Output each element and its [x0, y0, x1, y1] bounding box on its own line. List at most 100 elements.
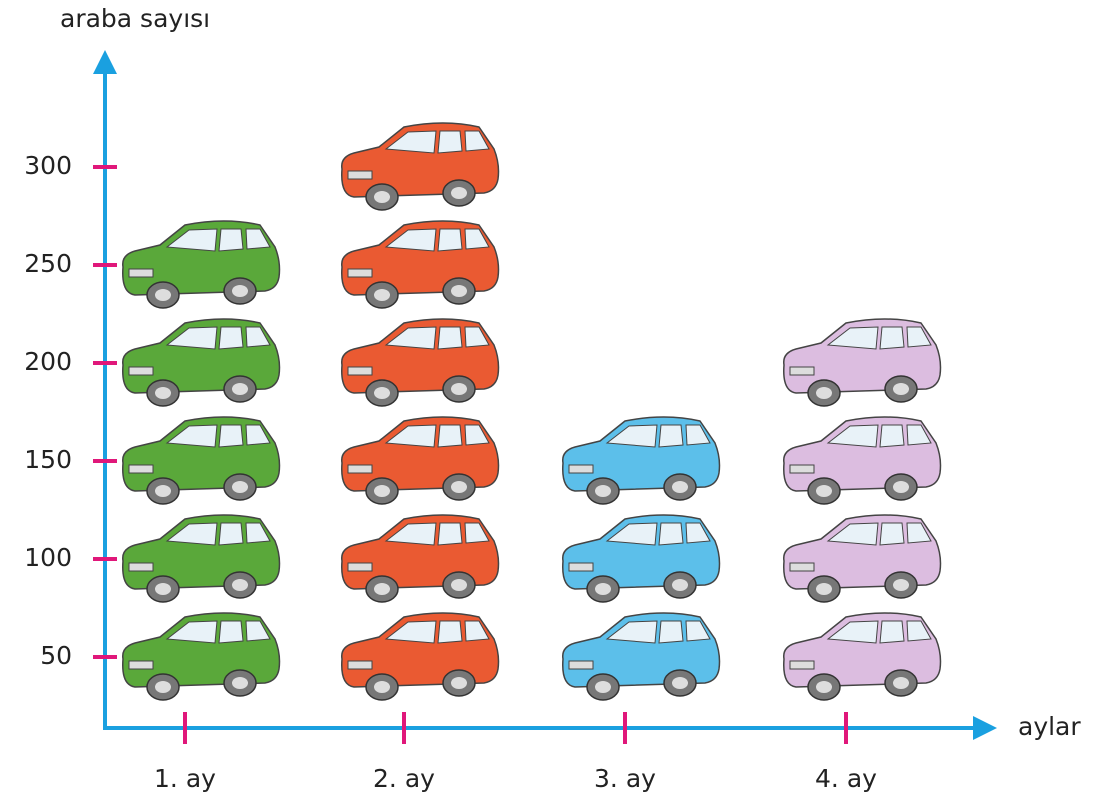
car-window: [245, 620, 271, 642]
car-window: [685, 522, 711, 544]
car: [122, 612, 281, 701]
car-window: [879, 522, 905, 546]
car-window: [437, 228, 463, 252]
car-grille: [789, 660, 815, 670]
car-window: [906, 522, 932, 544]
car-hub: [155, 387, 171, 399]
car-window: [464, 522, 490, 544]
car-hub: [155, 583, 171, 595]
x-axis-label: aylar: [1018, 712, 1081, 741]
car-grille: [347, 660, 373, 670]
car-grille: [347, 562, 373, 572]
car-grille: [347, 268, 373, 278]
car: [341, 318, 500, 407]
car-hub: [816, 485, 832, 497]
car-hub: [893, 481, 909, 493]
car-window: [165, 424, 218, 448]
car-hub: [451, 677, 467, 689]
car-window: [245, 424, 271, 446]
car-window: [437, 620, 463, 644]
car-window: [165, 522, 218, 546]
car-window: [437, 522, 463, 546]
car-hub: [374, 485, 390, 497]
car-window: [658, 424, 684, 448]
car-window: [245, 326, 271, 348]
car-window: [658, 522, 684, 546]
x-tick-label: 3. ay: [594, 764, 656, 793]
car-hub: [155, 289, 171, 301]
car-hub: [816, 583, 832, 595]
car-hub: [232, 481, 248, 493]
car: [341, 122, 500, 211]
car-window: [245, 522, 271, 544]
car-hub: [672, 481, 688, 493]
x-tick-label: 4. ay: [815, 764, 877, 793]
car-hub: [816, 681, 832, 693]
car-window: [826, 620, 879, 644]
car-window: [437, 130, 463, 154]
car-window: [218, 620, 244, 644]
car-window: [464, 424, 490, 446]
car-hub: [155, 681, 171, 693]
car: [341, 612, 500, 701]
car-window: [165, 326, 218, 350]
car-window: [464, 130, 490, 152]
car-window: [685, 620, 711, 642]
car-window: [384, 522, 437, 546]
car-hub: [595, 681, 611, 693]
car-hub: [451, 187, 467, 199]
car-grille: [128, 366, 154, 376]
car-window: [464, 620, 490, 642]
car-window: [165, 620, 218, 644]
y-tick-label: 200: [24, 347, 72, 376]
car-grille: [568, 464, 594, 474]
car-column: [341, 122, 500, 701]
car-hub: [595, 485, 611, 497]
car: [783, 612, 942, 701]
car: [783, 318, 942, 407]
car-hub: [374, 387, 390, 399]
y-axis-label: araba sayısı: [60, 4, 210, 33]
car-window: [658, 620, 684, 644]
car: [122, 220, 281, 309]
car: [341, 514, 500, 603]
car-grille: [347, 366, 373, 376]
car-column: [783, 318, 942, 701]
car-hub: [374, 583, 390, 595]
car: [341, 220, 500, 309]
car-window: [437, 326, 463, 350]
car-grille: [128, 562, 154, 572]
x-tick-label: 2. ay: [373, 764, 435, 793]
car-window: [218, 326, 244, 350]
car-grille: [568, 660, 594, 670]
car-window: [218, 424, 244, 448]
car-grille: [789, 562, 815, 572]
car-hub: [374, 681, 390, 693]
car-hub: [374, 289, 390, 301]
car-window: [605, 424, 658, 448]
car-window: [605, 522, 658, 546]
car-grille: [347, 170, 373, 180]
car: [562, 612, 721, 701]
y-tick-label: 250: [24, 249, 72, 278]
car-hub: [893, 579, 909, 591]
car-hub: [451, 481, 467, 493]
car-hub: [893, 677, 909, 689]
car-window: [879, 620, 905, 644]
car-grille: [789, 464, 815, 474]
car-grille: [128, 660, 154, 670]
car-window: [906, 424, 932, 446]
car-window: [464, 228, 490, 250]
car-window: [384, 228, 437, 252]
y-tick-label: 300: [24, 151, 72, 180]
car-grille: [568, 562, 594, 572]
car-window: [218, 522, 244, 546]
car-grille: [347, 464, 373, 474]
car-hub: [155, 485, 171, 497]
car-grille: [128, 464, 154, 474]
car-hub: [816, 387, 832, 399]
car-window: [384, 326, 437, 350]
car: [341, 416, 500, 505]
car-hub: [672, 677, 688, 689]
